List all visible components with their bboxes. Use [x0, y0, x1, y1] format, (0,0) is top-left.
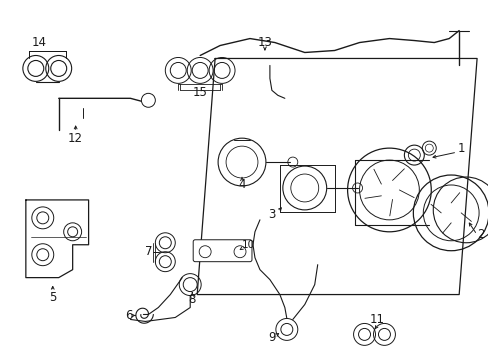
Circle shape	[141, 93, 155, 107]
Text: 2: 2	[476, 228, 484, 241]
Text: 12: 12	[68, 132, 83, 145]
Text: 9: 9	[267, 331, 275, 344]
Text: 7: 7	[144, 245, 152, 258]
Text: 8: 8	[188, 293, 196, 306]
Text: 11: 11	[369, 313, 384, 326]
Text: 5: 5	[49, 291, 56, 304]
Text: 10: 10	[241, 240, 254, 250]
Text: 3: 3	[267, 208, 275, 221]
Text: 4: 4	[238, 179, 245, 192]
Text: 14: 14	[31, 36, 46, 49]
Text: 1: 1	[456, 141, 464, 155]
FancyBboxPatch shape	[193, 240, 251, 262]
Text: 6: 6	[124, 309, 132, 322]
Text: 15: 15	[192, 86, 207, 99]
Text: 13: 13	[257, 36, 272, 49]
